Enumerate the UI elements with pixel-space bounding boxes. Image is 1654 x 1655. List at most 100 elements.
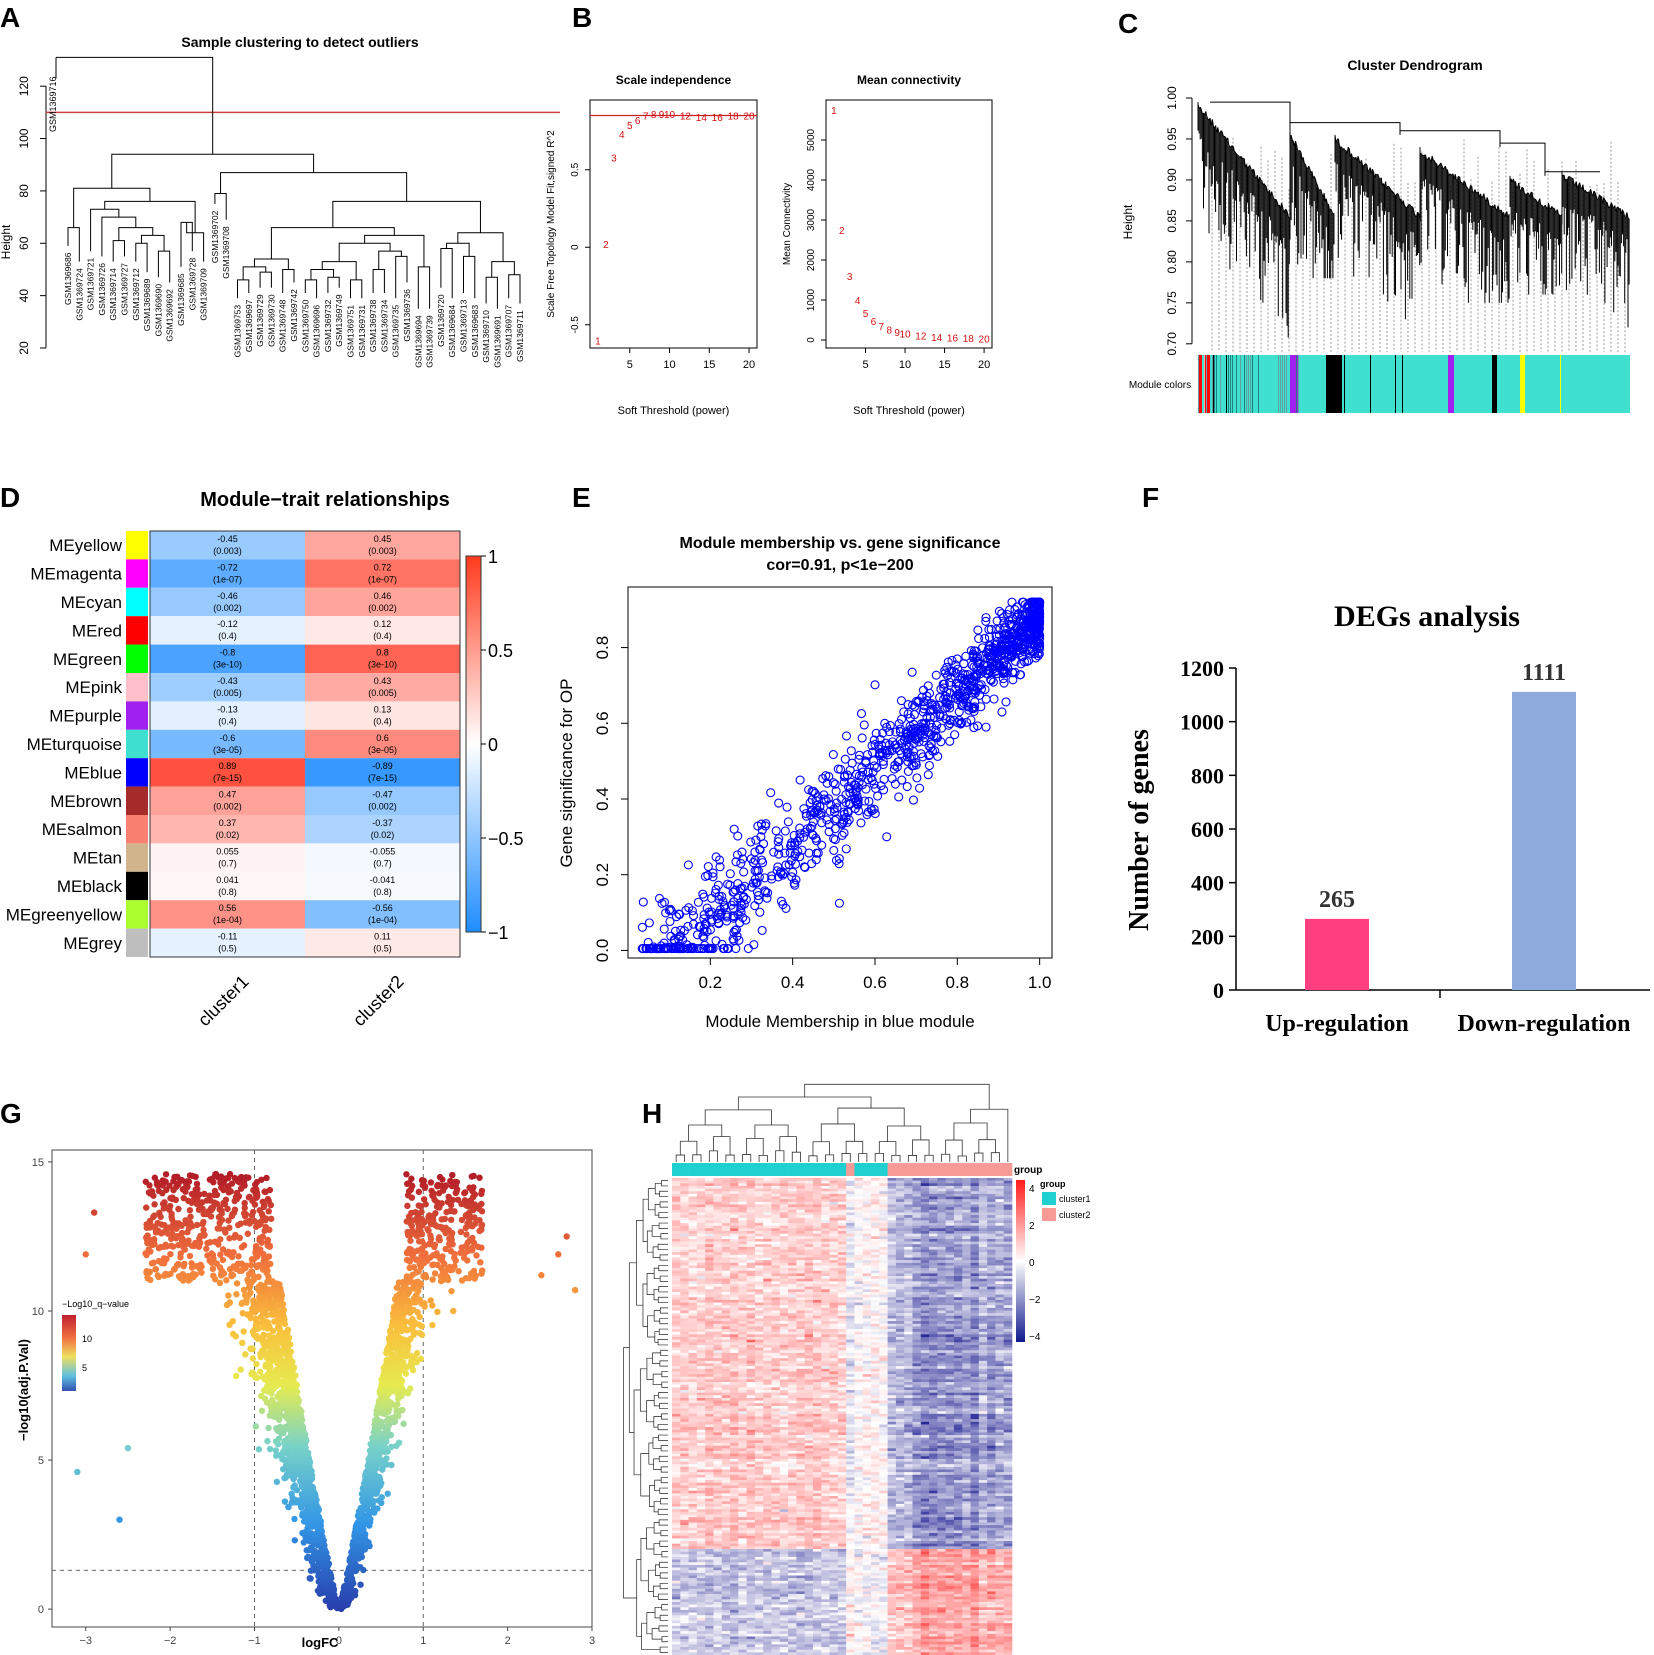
dendro-branch [1504, 213, 1507, 218]
dendro-branch [253, 258, 289, 270]
module-swatch [126, 701, 148, 730]
dendro-branch [1291, 139, 1294, 142]
dendro-branch [1465, 185, 1468, 188]
dendro-branch [463, 255, 476, 299]
plot-frame [627, 586, 1053, 959]
x-tick-label: 0.2 [699, 973, 723, 992]
leaf-label: GSM1369710 [481, 310, 491, 363]
x-tick-label: 5 [862, 359, 868, 371]
dendro-branch [1308, 165, 1311, 170]
y-axis-label: Gene significance for OP [557, 679, 576, 868]
heatmap-cell [305, 673, 460, 702]
dendro-branch [1463, 180, 1466, 183]
category-label: Down-regulation [1458, 1011, 1631, 1037]
module-swatch [126, 559, 148, 588]
dendro-branch [1302, 157, 1305, 164]
dendro-branch [1231, 145, 1234, 147]
dendro-branch [1582, 184, 1585, 192]
dendro-branch [1454, 174, 1457, 181]
dendro-branch [1271, 191, 1274, 196]
bar [1305, 918, 1369, 990]
module-color-stripe [1232, 355, 1233, 413]
leaf-label: GSM1369732 [323, 299, 333, 352]
y-tick-label: 0 [570, 244, 581, 250]
data-point-label: 8 [651, 110, 657, 121]
row-label: MEgreenyellow [6, 905, 123, 924]
dendro-branch [73, 187, 151, 228]
data-point-label: 14 [696, 113, 708, 124]
dendro-branch [1314, 178, 1317, 184]
leaf-label: GSM1369753 [233, 305, 243, 358]
dendro-branch [1420, 153, 1423, 156]
dendro-branch [1569, 176, 1572, 179]
leaf-label: GSM1369716 [48, 76, 58, 132]
dendro-branch [1564, 179, 1567, 182]
data-point-label: 9 [894, 328, 900, 339]
data-point [834, 853, 844, 864]
data-point-label: 2 [839, 226, 845, 237]
dendro-branch [1236, 153, 1239, 156]
y-axis-label: Height [0, 224, 13, 259]
leaf-label: GSM1369729 [255, 294, 265, 347]
y-tick-label: 400 [1191, 871, 1224, 896]
chart-title: Module membership vs. gene significance [680, 535, 1001, 552]
cell-value: 0.56 [219, 903, 237, 913]
dendro-branch [1572, 178, 1575, 185]
dendro-branch [259, 271, 272, 288]
dendro-branch [180, 221, 193, 267]
row-label: MEturquoise [27, 735, 122, 754]
y-tick-label: 0.4 [593, 787, 612, 811]
dendro-branch [1471, 186, 1474, 194]
dendro-branch [1558, 213, 1560, 216]
dendro-branch [1330, 208, 1333, 212]
dendro-branch [310, 268, 335, 280]
dendro-branch [1411, 206, 1414, 209]
dendro-branch [1426, 158, 1428, 161]
cell-pvalue: (0.002) [213, 603, 242, 613]
dendro-branch [1409, 204, 1412, 207]
dendro-branch [1235, 152, 1237, 155]
dendro-branch [1299, 150, 1302, 153]
cell-pvalue: (1e-04) [368, 915, 397, 925]
panel-label-d: D [0, 482, 21, 513]
dendro-branch [1469, 185, 1472, 190]
leaf-label: GSM1369735 [391, 305, 401, 358]
cell-value: -0.89 [372, 761, 393, 771]
plot-frame [589, 99, 758, 349]
heatmap-cell [150, 729, 305, 759]
heatmap-cell [150, 531, 305, 560]
dendro-branch [1590, 188, 1593, 194]
cell-pvalue: (0.7) [373, 858, 392, 868]
dendro-branch [1553, 207, 1556, 212]
leaf-label: GSM1369726 [97, 263, 107, 316]
module-color-stripe [1220, 355, 1221, 413]
row-label: MEpink [65, 678, 122, 697]
dendro-branch [1495, 208, 1498, 211]
y-tick-label: -0.5 [570, 316, 581, 334]
leaf-label: GSM1369707 [504, 305, 514, 358]
dendro-branch [1390, 189, 1393, 192]
dendro-branch [1272, 195, 1275, 200]
dendro-branch [1594, 192, 1597, 196]
cell-pvalue: (0.002) [368, 603, 397, 613]
module-color-stripe [1228, 355, 1229, 413]
y-tick-label: 20 [17, 341, 31, 355]
row-label: MEpurple [49, 707, 122, 726]
dendro-branch [1230, 145, 1233, 147]
heatmap-cell [305, 871, 460, 901]
dendro-branch [118, 227, 154, 241]
heatmap-cell [150, 900, 305, 929]
row-label: MEgreen [53, 650, 122, 669]
y-tick-label: 1000 [806, 288, 817, 311]
dendro-branch [104, 200, 196, 233]
cell-pvalue: (0.003) [368, 546, 397, 556]
panel-label-c: C [1118, 8, 1139, 39]
cell-pvalue: (0.002) [368, 802, 397, 812]
dendro-branch [1597, 194, 1600, 200]
cell-pvalue: (0.4) [373, 716, 392, 726]
legend-tick-label: 0.5 [488, 641, 513, 661]
dendro-branch [1417, 211, 1419, 214]
data-point [729, 824, 739, 834]
dendro-branch [135, 242, 148, 273]
panel-label-b: B [572, 2, 593, 33]
